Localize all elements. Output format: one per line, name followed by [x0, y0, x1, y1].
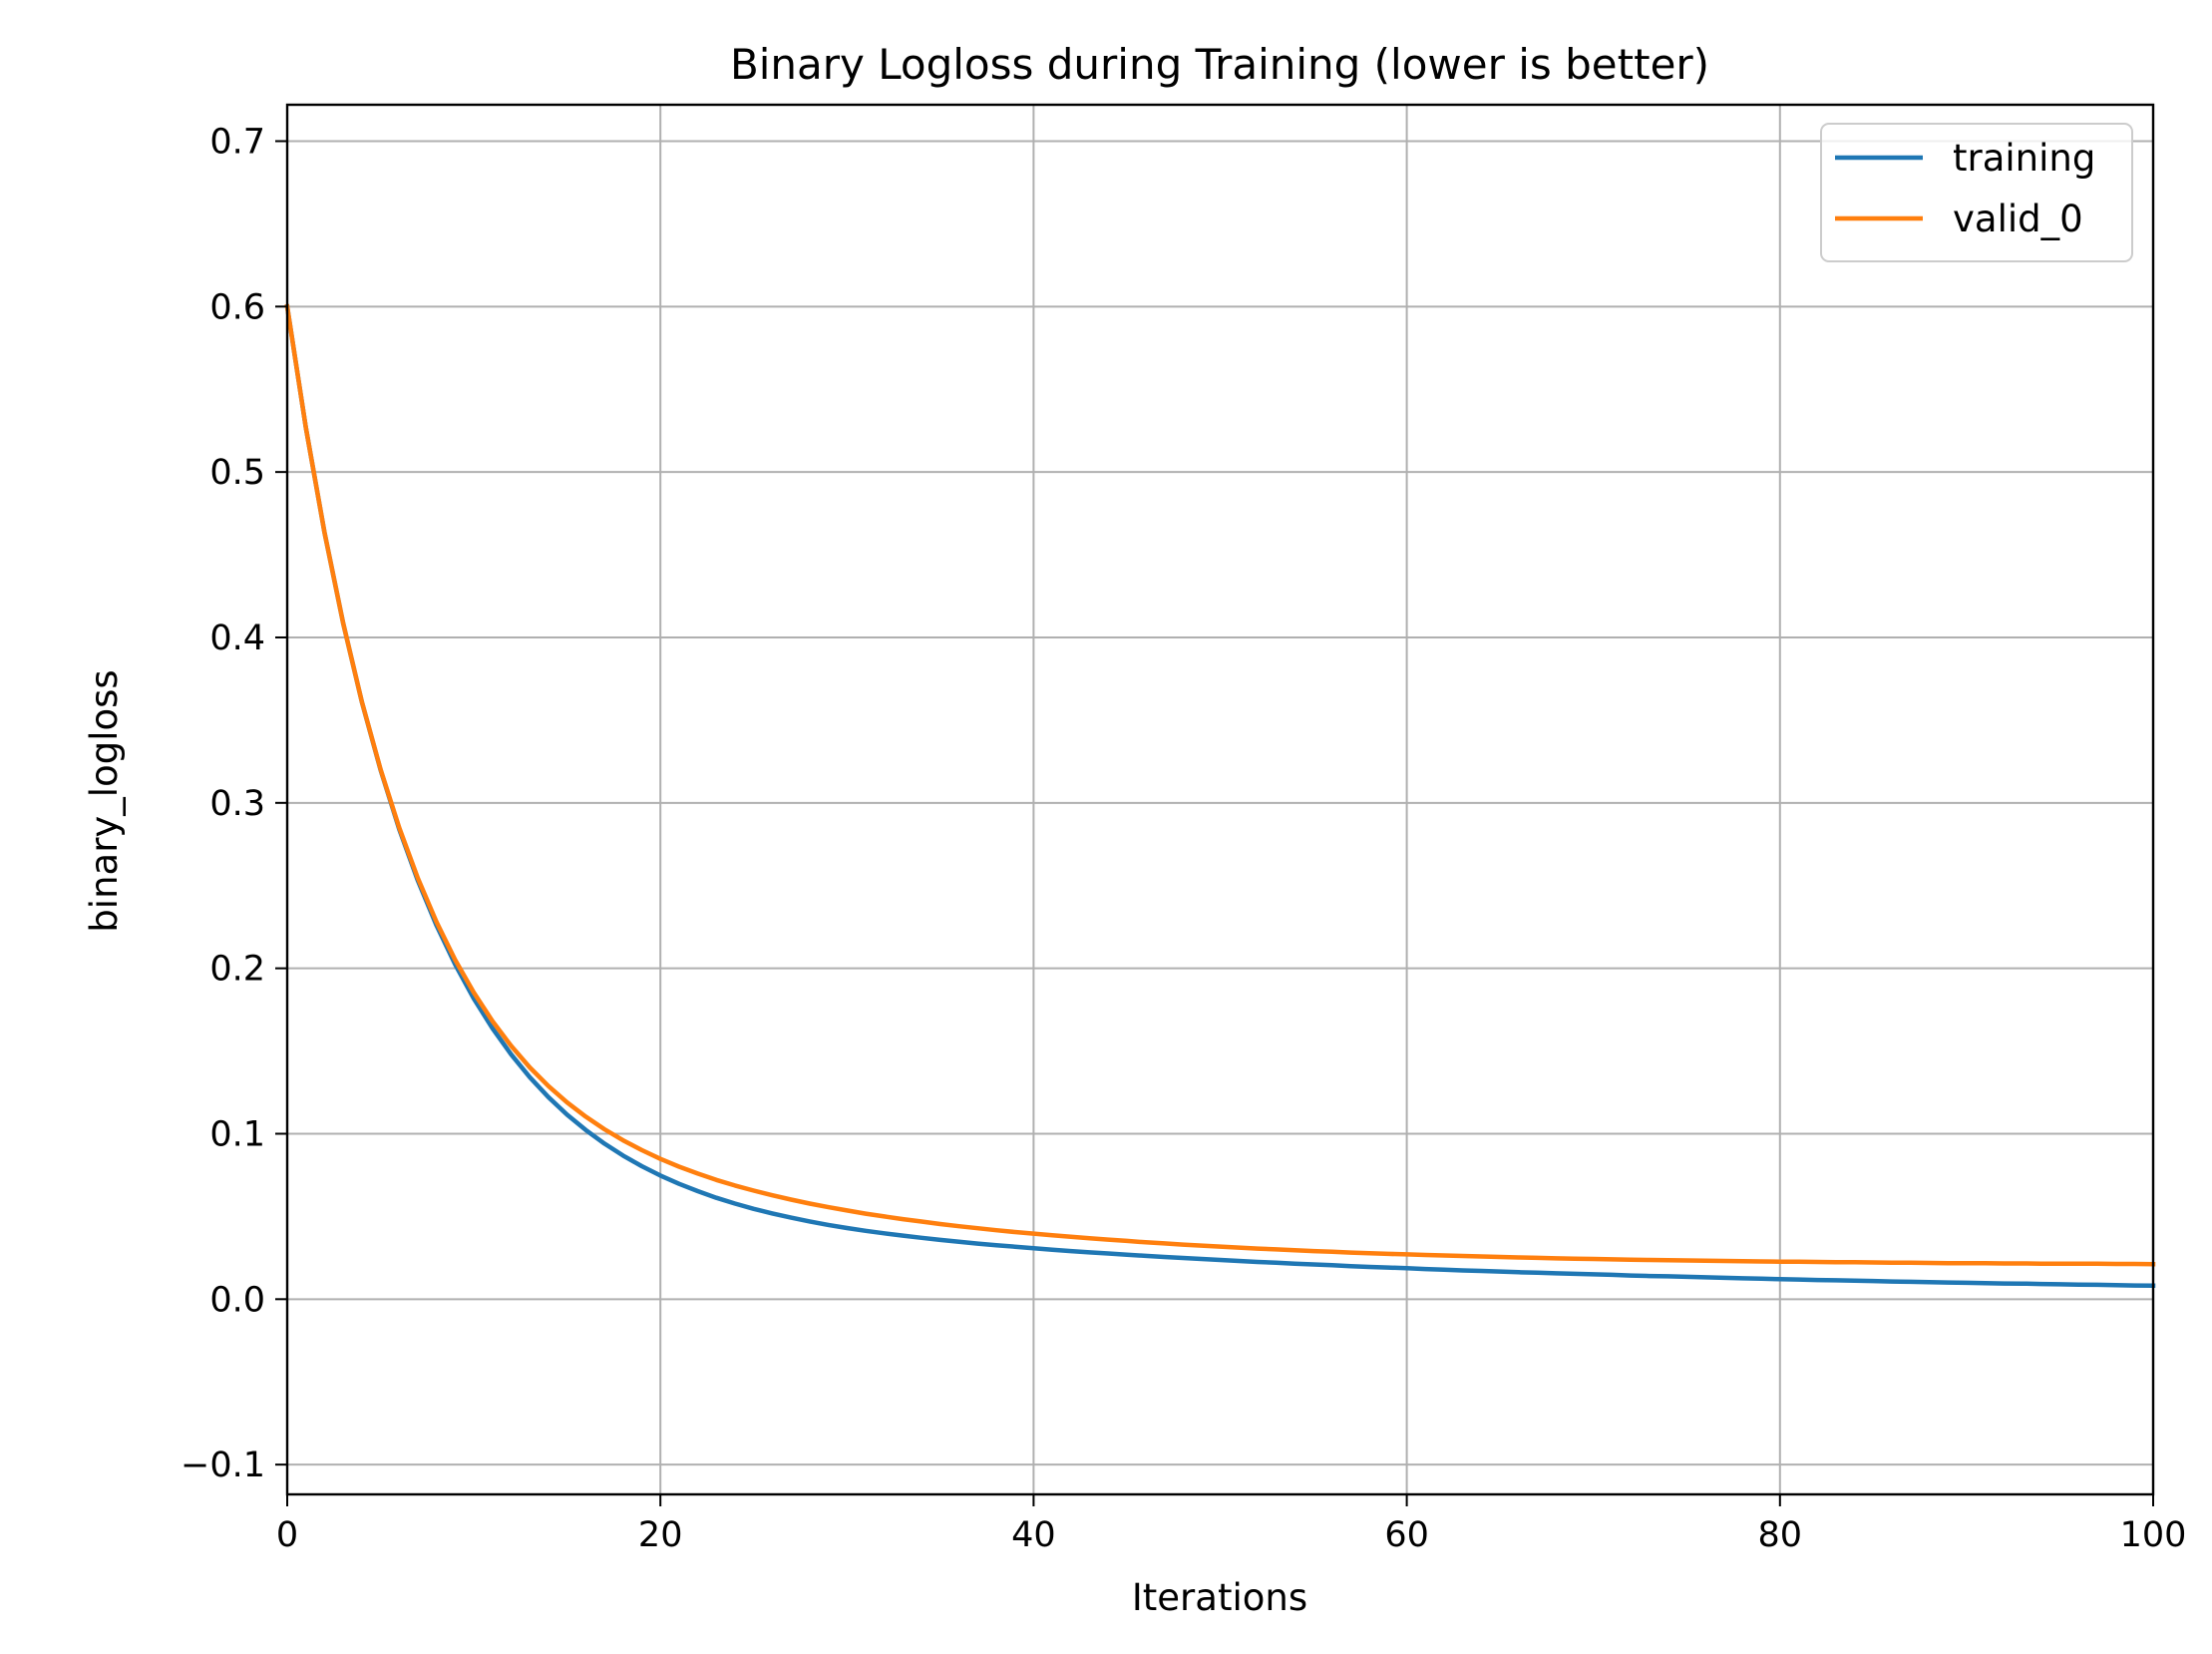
y-tick-label: 0.7	[209, 122, 265, 162]
y-tick-label: 0.4	[209, 619, 265, 658]
x-tick-label: 0	[276, 1515, 298, 1555]
y-axis-label: binary_logloss	[83, 669, 126, 932]
y-tick-label: −0.1	[181, 1446, 265, 1485]
y-tick-label: 0.2	[209, 950, 265, 990]
x-tick-label: 20	[638, 1515, 683, 1555]
y-tick-label: 0.0	[209, 1280, 265, 1320]
y-tick-label: 0.6	[209, 287, 265, 327]
x-tick-label: 60	[1384, 1515, 1429, 1555]
y-tick-label: 0.1	[209, 1114, 265, 1154]
x-tick-label: 80	[1758, 1515, 1803, 1555]
x-axis-label: Iterations	[1132, 1576, 1307, 1619]
plot-frame	[285, 103, 2155, 1496]
series-line-valid-0	[284, 303, 2156, 1267]
x-axis-ticks: 0 20 40 60 80 100	[276, 1494, 2187, 1555]
chart-title: Binary Logloss during Training (lower is…	[730, 40, 1709, 89]
legend: training valid_0	[1820, 123, 2133, 262]
grid-lines	[286, 105, 2154, 1494]
series-line-training	[284, 303, 2156, 1288]
y-tick-label: 0.5	[209, 453, 265, 493]
legend-label-valid-0: valid_0	[1953, 198, 2083, 240]
y-axis-ticks: −0.1 0.0 0.1 0.2 0.3 0.4 0.5 0.6 0.7	[181, 122, 287, 1485]
legend-label-training: training	[1953, 137, 2095, 180]
x-tick-label: 100	[2120, 1515, 2187, 1555]
x-tick-label: 40	[1011, 1515, 1056, 1555]
y-tick-label: 0.3	[209, 784, 265, 824]
series-lines	[284, 303, 2156, 1288]
